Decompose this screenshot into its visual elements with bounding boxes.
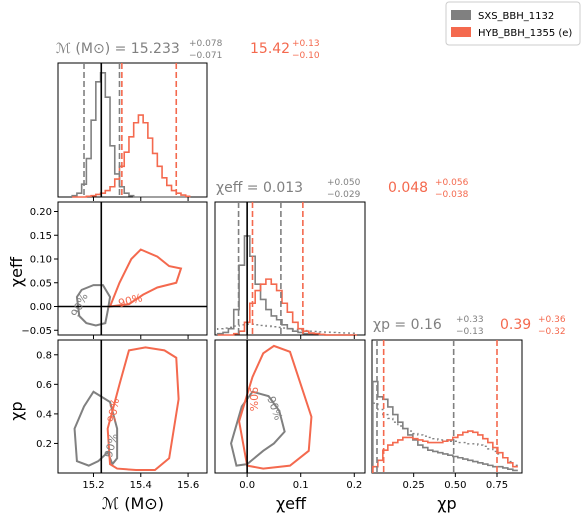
title-chieff-lead: χeff = 0.013	[216, 180, 303, 196]
title-chip-lead: χp = 0.16	[373, 317, 442, 333]
title-mass-lo2: −0.10	[292, 51, 320, 61]
hist-chip-prior	[372, 402, 518, 473]
ylabel-chieff: χeff	[7, 256, 26, 287]
xtick-mass-label-1: 15.4	[130, 480, 152, 491]
ytick-chieff-label-4: 0.15	[30, 231, 52, 242]
contour-label-mc-series1: 90%	[69, 291, 91, 319]
title-chip: χp = 0.16 +0.33 −0.13 0.39 +0.36 −0.32	[373, 315, 566, 337]
contour-label-mp-series1: 90%	[102, 432, 121, 459]
ytick-chieff-label-1: 0.00	[30, 302, 52, 313]
xtick-chieff-label-2: 0.2	[346, 480, 362, 491]
contour-mass-chieff-series2	[108, 248, 183, 308]
ytick-chip-label-2: 0.6	[36, 380, 52, 391]
title-chieff-up2: +0.056	[435, 178, 469, 188]
xlabel-chip: χp	[437, 494, 456, 513]
contour-label-cp-series1: 90%	[264, 395, 285, 422]
xtick-chip-label-1: 0.50	[444, 480, 466, 491]
contour-mass-chip-series1	[73, 390, 119, 467]
ytick-chip-label-1: 0.4	[36, 409, 52, 420]
panel-mass-frame	[57, 62, 208, 198]
hist-chieff-prior	[216, 323, 357, 335]
ylabel-chip: χp	[7, 401, 26, 420]
legend-label-series1: SXS_BBH_1132	[478, 11, 554, 22]
contour-label-cp-series2: 90%	[247, 387, 260, 411]
xtick-chip-label-2: 0.75	[486, 480, 508, 491]
xtick-chip-label-0: 0.25	[403, 480, 425, 491]
xtick-chieff-label-0: 0.0	[239, 480, 255, 491]
legend-swatch-series2	[451, 27, 471, 37]
title-chip-lo1: −0.13	[456, 327, 484, 337]
panel-mass-chieff-frame	[57, 201, 208, 336]
legend-label-series2: HYB_BBH_1355 (e)	[478, 28, 572, 39]
contour-label-mc-series2: 90%	[117, 291, 144, 310]
legend: SXS_BBH_1132 HYB_BBH_1355 (e)	[445, 1, 581, 46]
panel-mass-chip-frame	[57, 339, 208, 474]
ytick-chieff-label-5: 0.20	[30, 207, 52, 218]
ytick-chip-label-3: 0.8	[36, 350, 52, 361]
xlabel-chieff: χeff	[276, 494, 307, 513]
panel-chieff-chip-frame	[214, 339, 366, 474]
title-chieff-lo2: −0.038	[435, 190, 469, 200]
ytick-chip-label-0: 0.2	[36, 439, 52, 450]
xtick-mass-label-2: 15.6	[177, 480, 199, 491]
title-chieff-lo1: −0.029	[327, 190, 361, 200]
title-chieff: χeff = 0.013 +0.050 −0.029 0.048 +0.056 …	[216, 178, 469, 200]
contour-mass-chip-series2	[106, 346, 180, 472]
panels: −0.05 0.00 0.05 0.10 0.15 0.20 90% 90% 0.2 0.4 0.6…	[21, 62, 523, 491]
hist-chieff-series2	[217, 278, 357, 336]
ytick-chieff-label-3: 0.10	[30, 255, 52, 266]
legend-box	[445, 1, 581, 46]
xlabel-mass: ℳ (M⊙)	[102, 494, 164, 513]
title-mass: ℳ (M⊙) = 15.233 +0.078 −0.071 15.42 +0.1…	[56, 39, 320, 61]
contour-label-mp-series2: 90%	[105, 397, 122, 423]
title-chip-up1: +0.33	[456, 315, 484, 325]
hist-chip-series1	[372, 380, 518, 473]
panel-chieff-frame	[214, 201, 366, 336]
xtick-chieff-label-1: 0.1	[293, 480, 309, 491]
title-mass-lead: ℳ (M⊙) = 15.233	[56, 41, 180, 57]
contour-chieff-chip-series2	[238, 344, 313, 470]
title-mass-lo1: −0.071	[189, 51, 222, 61]
title-mass-val2: 15.42	[250, 41, 290, 57]
ytick-chieff-label-2: 0.05	[30, 278, 52, 289]
title-mass-up1: +0.078	[189, 39, 223, 49]
hist-mass-series2	[72, 114, 191, 198]
xtick-mass-label-0: 15.2	[82, 480, 104, 491]
title-chip-lo2: −0.32	[538, 327, 566, 337]
title-chieff-up1: +0.050	[327, 178, 361, 188]
hist-chip-series2	[372, 430, 518, 473]
ytick-chieff-label-0: −0.05	[21, 326, 52, 337]
title-mass-up2: +0.13	[292, 39, 320, 49]
contour-chieff-chip-series1	[230, 390, 286, 467]
legend-swatch-series1	[451, 10, 471, 20]
title-chip-val2: 0.39	[500, 317, 531, 333]
title-chip-up2: +0.36	[538, 315, 566, 325]
contour-mass-chieff-series1	[75, 284, 112, 327]
panel-chip-frame	[371, 339, 523, 474]
title-chieff-val2: 0.048	[388, 180, 428, 196]
hist-mass-series1	[71, 72, 191, 198]
